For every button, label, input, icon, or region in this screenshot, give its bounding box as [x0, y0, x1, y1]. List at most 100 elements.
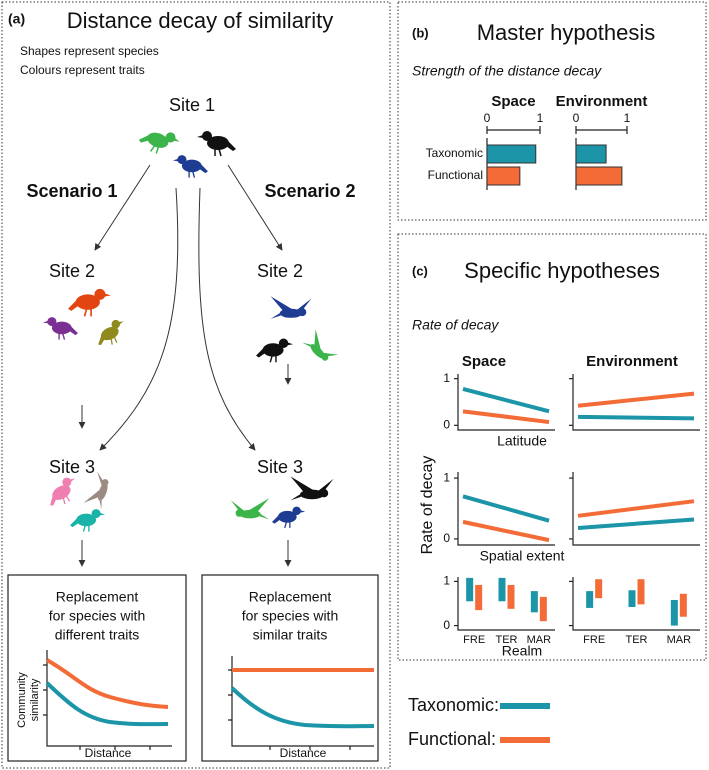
- range-bar: [595, 579, 603, 599]
- note: Colours represent traits: [20, 63, 145, 77]
- site-label: Site 1: [169, 95, 215, 115]
- range-bar: [628, 590, 636, 608]
- range-bar: [670, 599, 678, 626]
- scenario-box: [7, 574, 187, 762]
- y-axis-label: Community: [16, 672, 28, 728]
- bird-icon: [135, 122, 183, 161]
- range-bar: [637, 579, 645, 605]
- category-label: Functional: [428, 168, 483, 182]
- panel-label: (c): [412, 263, 428, 278]
- x-tick-label: MAR: [527, 634, 552, 646]
- panel-subtitle: Strength of the distance decay: [412, 63, 602, 79]
- x-axis-label: Distance: [85, 746, 132, 760]
- axis: [457, 374, 555, 431]
- curve: [230, 686, 375, 729]
- trend-line: [577, 414, 695, 421]
- box-title: similar traits: [253, 627, 328, 643]
- bird-icon: [230, 498, 270, 520]
- x-axis-label: Spatial extent: [480, 548, 565, 564]
- note: Shapes represent species: [20, 44, 159, 58]
- panel-label: (b): [412, 25, 429, 40]
- bird-icon: [272, 505, 306, 529]
- scenario-box: [201, 574, 379, 762]
- trend-line: [577, 499, 695, 518]
- axis: [457, 472, 555, 546]
- curve: [45, 681, 169, 727]
- bar: [486, 144, 537, 164]
- range-bar: [679, 593, 687, 617]
- range-bar: [498, 577, 506, 602]
- box-title: for species with: [242, 608, 338, 624]
- site-label: Site 2: [49, 261, 95, 281]
- bird-icon: [70, 508, 106, 533]
- range-bar: [586, 591, 594, 608]
- panel-frame: [1, 1, 391, 769]
- y-tick-label: 0: [443, 618, 450, 632]
- bird-icon: [256, 337, 294, 364]
- facet-title: Space: [491, 93, 535, 110]
- x-tick-label: 1: [537, 111, 544, 125]
- y-tick-label: 1: [443, 371, 450, 385]
- x-axis-label: Latitude: [497, 433, 547, 449]
- axis: [572, 374, 700, 431]
- trend-line: [577, 391, 695, 408]
- y-tick-label: 0: [443, 418, 450, 432]
- curve: [46, 658, 169, 709]
- bird-icon: [68, 288, 112, 318]
- panel-frame: [397, 233, 707, 661]
- range-bar: [539, 596, 547, 622]
- bird-icon: [41, 472, 85, 512]
- y-axis-label: similarity: [29, 678, 41, 721]
- x-axis-label: Realm: [502, 643, 542, 659]
- panel-title: Distance decay of similarity: [67, 8, 334, 33]
- trend-line: [462, 519, 550, 543]
- trend-line: [462, 409, 550, 425]
- bird-icon: [172, 154, 208, 179]
- y-tick-label: 1: [443, 574, 450, 588]
- arrow: [198, 187, 256, 451]
- box-title: different traits: [55, 627, 140, 643]
- panel-frame: [397, 1, 707, 221]
- x-tick-label: FRE: [583, 634, 605, 646]
- range-bar: [530, 591, 538, 613]
- bird-icon: [90, 316, 132, 351]
- panel-title: Specific hypotheses: [464, 258, 660, 283]
- axis: [572, 577, 700, 631]
- box-title: Replacement: [249, 589, 332, 605]
- bird-icon: [196, 130, 236, 157]
- site-label: Site 2: [257, 261, 303, 281]
- panel-label: (a): [8, 11, 25, 27]
- trend-line: [462, 386, 550, 414]
- bird-icon: [42, 316, 78, 341]
- trend-line: [462, 494, 550, 523]
- bar: [575, 144, 607, 164]
- x-tick-label: 0: [573, 111, 580, 125]
- y-tick-label: 0: [443, 531, 450, 545]
- site-label: Site 3: [257, 457, 303, 477]
- legend-label: Functional:: [408, 729, 496, 749]
- scenario-label: Scenario 2: [264, 181, 355, 201]
- range-bar: [507, 584, 515, 609]
- axis: [231, 656, 374, 747]
- box-title: for species with: [49, 608, 145, 624]
- scenario-label: Scenario 1: [26, 181, 117, 201]
- panel-title: Master hypothesis: [477, 20, 656, 45]
- range-bar: [466, 577, 474, 602]
- category-label: Taxonomic: [426, 146, 483, 160]
- axis: [572, 472, 700, 546]
- x-tick-label: TER: [626, 634, 648, 646]
- facet-title: Space: [462, 353, 506, 370]
- range-bar: [475, 584, 483, 611]
- x-tick-label: FRE: [463, 634, 485, 646]
- x-tick-label: MAR: [667, 634, 692, 646]
- legend-label: Taxonomic:: [408, 695, 499, 715]
- x-tick-label: TER: [496, 634, 518, 646]
- tick-mark: [43, 664, 151, 750]
- y-tick-label: 1: [443, 470, 450, 484]
- arrow: [94, 164, 151, 251]
- trend-line: [577, 517, 695, 530]
- x-tick-label: 1: [624, 111, 631, 125]
- bird-icon: [270, 296, 312, 319]
